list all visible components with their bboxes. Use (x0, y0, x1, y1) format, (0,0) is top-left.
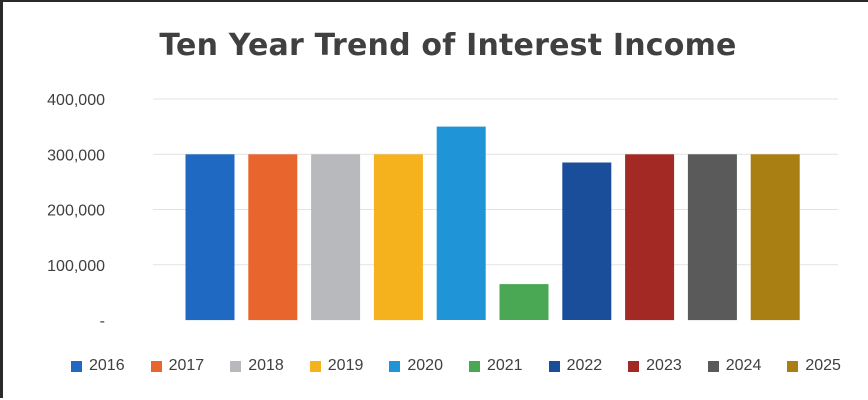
y-tick-label: 200,000 (47, 203, 105, 220)
legend-swatch (230, 360, 242, 372)
legend-swatch (468, 360, 480, 372)
chart-plot: - 100,000 200,000 300,000 400,000 (47, 92, 838, 330)
bars (185, 126, 800, 321)
y-tick-label: - (100, 313, 105, 330)
legend-swatch (628, 360, 640, 372)
legend-item-2023: 2023 (628, 357, 682, 375)
y-axis-ticks: - 100,000 200,000 300,000 400,000 (47, 92, 105, 330)
legend-item-2020: 2020 (389, 357, 443, 375)
legend-swatch (150, 360, 162, 372)
legend-item-2019: 2019 (309, 357, 364, 375)
legend-label: 2021 (486, 357, 523, 374)
y-tick-label: 100,000 (47, 258, 105, 275)
legend-label: 2025 (805, 357, 841, 374)
legend-item-2016: 2016 (71, 357, 125, 375)
bar-2025 (750, 154, 800, 321)
legend-label: 2020 (407, 357, 443, 374)
legend-swatch (787, 360, 799, 372)
bar-2017 (248, 154, 298, 321)
legend-label: 2023 (646, 357, 682, 374)
legend-label: 2016 (89, 357, 125, 374)
legend: 2016 2017 2018 2019 2020 2021 2022 2023 2024 2025 (71, 357, 841, 375)
legend-item-2025: 2025 (787, 357, 841, 375)
legend-item-2022: 2022 (548, 357, 603, 375)
bar-2022 (562, 162, 612, 320)
legend-item-2024: 2024 (707, 357, 762, 375)
legend-swatch (707, 360, 719, 372)
y-tick-label: 300,000 (47, 147, 105, 164)
legend-swatch (71, 360, 82, 372)
chart-title: Ten Year Trend of Interest Income (159, 28, 737, 63)
bar-2016 (185, 154, 235, 321)
bar-2021 (499, 284, 549, 320)
legend-swatch (389, 360, 401, 372)
legend-swatch (548, 360, 560, 372)
legend-item-2017: 2017 (150, 357, 205, 375)
legend-label: 2024 (725, 357, 762, 374)
legend-item-2018: 2018 (230, 357, 284, 375)
legend-label: 2019 (327, 357, 364, 374)
bar-2023 (625, 154, 675, 321)
legend-label: 2017 (168, 357, 205, 374)
bar-2024 (687, 154, 737, 321)
bar-2020 (436, 126, 486, 320)
legend-label: 2022 (566, 357, 603, 374)
bar-2018 (311, 154, 361, 321)
legend-label: 2018 (248, 357, 284, 374)
bar-2019 (373, 154, 423, 321)
legend-item-2021: 2021 (468, 357, 523, 375)
y-tick-label: 400,000 (47, 92, 105, 109)
legend-swatch (309, 360, 321, 372)
